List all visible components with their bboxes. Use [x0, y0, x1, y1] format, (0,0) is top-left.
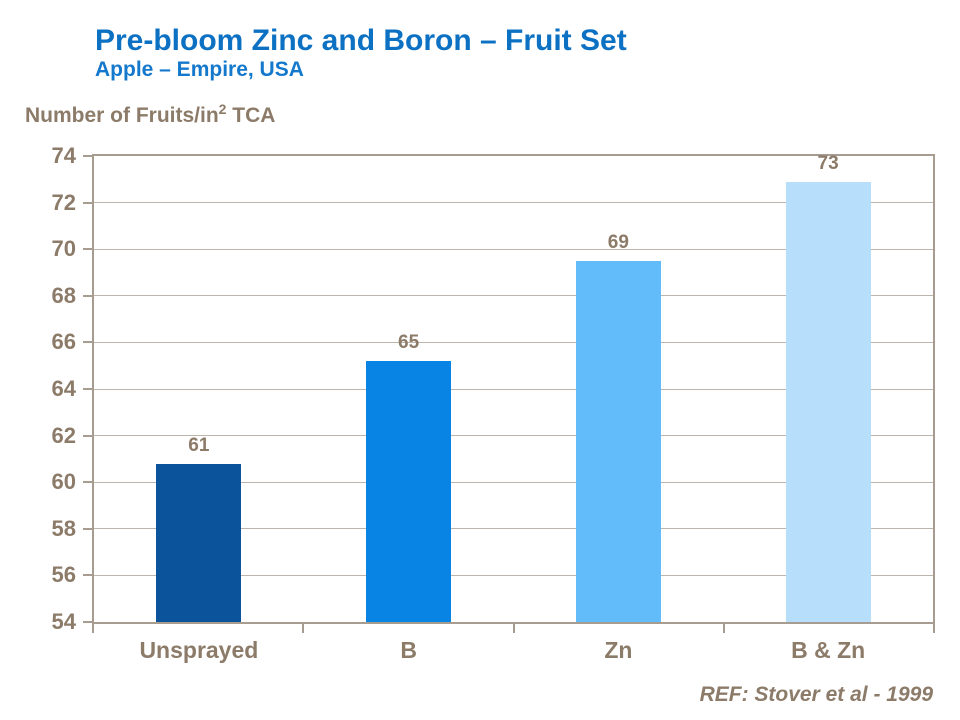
bar-unsprayed: [156, 463, 242, 622]
bar-value-label: 73: [817, 152, 839, 174]
y-tick-label-66: 66: [51, 329, 76, 355]
x-tick-mark: [722, 624, 725, 633]
x-axis-label-b: B: [400, 637, 417, 663]
x-tick-mark: [302, 624, 305, 633]
y-tick-mark: [83, 621, 92, 623]
y-tick-label-68: 68: [51, 282, 76, 308]
y-tick-mark: [83, 574, 92, 577]
y-tick-mark: [83, 155, 92, 157]
x-axis-label-unsprayed: Unsprayed: [139, 637, 259, 663]
gridline-62: [94, 435, 933, 437]
y-axis-title: Number of Fruits/in2 TCA: [25, 101, 275, 128]
y-tick-label-54: 54: [51, 609, 76, 634]
reference-text: REF: Stover et al - 1999: [699, 683, 933, 706]
x-tick-mark: [933, 624, 935, 633]
y-axis-title-superscript: 2: [218, 101, 227, 117]
chart-title: Pre-bloom Zinc and Boron – Fruit Set: [95, 24, 627, 57]
y-tick-mark: [83, 341, 92, 344]
bar-b-zn: [785, 181, 871, 622]
y-axis-title-tail: TCA: [226, 104, 276, 127]
gridline-68: [94, 295, 933, 297]
y-tick-label-60: 60: [51, 469, 76, 495]
y-tick-label-56: 56: [51, 562, 76, 588]
y-tick-mark: [83, 527, 92, 530]
bar-b: [366, 361, 452, 622]
y-tick-mark: [83, 294, 92, 297]
bar-value-label: 61: [188, 434, 210, 456]
bar-zn: [575, 260, 661, 622]
bar-value-label: 69: [607, 231, 629, 253]
bar-value-label: 65: [398, 332, 420, 354]
gridline-72: [94, 202, 933, 204]
gridline-64: [94, 388, 933, 390]
chart-subtitle: Apple – Empire, USA: [95, 58, 304, 81]
y-tick-label-64: 64: [51, 376, 76, 401]
gridline-58: [94, 528, 933, 530]
y-tick-label-62: 62: [51, 422, 76, 448]
gridline-66: [94, 341, 933, 343]
gridline-56: [94, 574, 933, 576]
y-tick-label-70: 70: [51, 236, 76, 262]
x-tick-mark: [512, 624, 515, 633]
gridline-70: [94, 248, 933, 250]
y-tick-mark: [83, 481, 92, 484]
y-tick-label-72: 72: [51, 189, 76, 215]
gridline-60: [94, 481, 933, 483]
y-axis-title-main: Number of Fruits/in: [25, 104, 219, 127]
y-tick-mark: [83, 388, 92, 390]
x-axis-label-zn: Zn: [604, 637, 633, 663]
x-tick-mark: [92, 624, 94, 633]
y-tick-mark: [83, 434, 92, 437]
plot-area: 61 65 69 73: [92, 152, 935, 624]
y-tick-mark: [83, 248, 92, 251]
y-tick-label-58: 58: [51, 515, 76, 541]
y-tick-mark: [83, 201, 92, 204]
y-tick-label-74: 74: [51, 143, 76, 168]
x-axis-label-b-zn: B & Zn: [791, 637, 866, 663]
